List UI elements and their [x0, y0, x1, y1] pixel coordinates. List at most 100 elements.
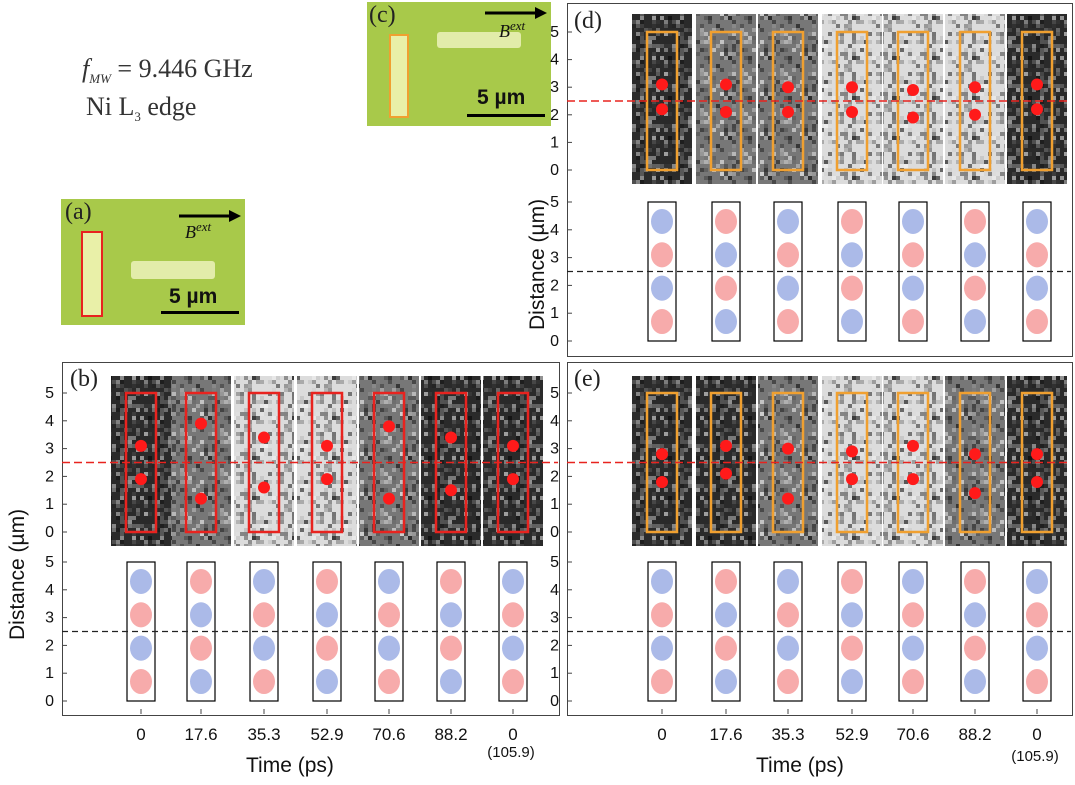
x-tick-b-4: 70.6 [372, 725, 405, 744]
sim-band [190, 669, 212, 695]
panel-a-image: (a) Bext 5 µm [61, 199, 245, 325]
panel-a-scale-bar [161, 311, 239, 314]
xmcd-image-b-4 [359, 376, 419, 546]
x-tick-e-1: 17.6 [709, 725, 742, 744]
sim-band [378, 669, 400, 695]
y-tick-e-0-3: 3 [550, 441, 559, 458]
sim-band [651, 242, 673, 268]
sim-band [651, 669, 673, 695]
y-tick-d-1-5: 5 [550, 194, 559, 211]
y-tick-d-1-3: 3 [550, 250, 559, 267]
x-tick-b-2: 35.3 [247, 725, 280, 744]
dot-d-3-1 [846, 106, 858, 119]
sim-band [316, 602, 338, 628]
xmcd-image-e-1 [696, 376, 756, 546]
dot-e-0-0 [656, 448, 668, 461]
y-tick-d-0-1: 1 [550, 134, 559, 151]
sim-band [253, 669, 275, 695]
sim-band [777, 208, 799, 234]
xmcd-image-d-6 [1007, 14, 1067, 184]
y-tick-d-0-4: 4 [550, 52, 559, 69]
sim-band [1026, 242, 1048, 268]
sim-band [777, 635, 799, 661]
sim-band [502, 635, 524, 661]
panel-c-image: (c) Bext 5 µm [367, 2, 551, 126]
sim-band [1026, 275, 1048, 301]
sim-band [841, 635, 863, 661]
sim-band [777, 309, 799, 335]
xmcd-image-b-5 [421, 376, 481, 546]
panel-d-label: (d) [574, 8, 602, 34]
sim-band [253, 602, 275, 628]
xmcd-image-e-3 [822, 376, 882, 546]
sim-band [651, 275, 673, 301]
dot-d-2-0 [782, 81, 794, 94]
field-letter: B [185, 222, 196, 242]
dot-b-6-1 [507, 473, 519, 486]
simulation-tile-b-4 [374, 561, 404, 702]
y-tick-e-0-0: 0 [550, 524, 559, 541]
panel-c-scale-text: 5 µm [477, 86, 526, 109]
dot-b-2-0 [258, 431, 270, 444]
y-tick-e-1-1: 1 [550, 665, 559, 682]
field-letter: B [499, 21, 510, 41]
sim-band [316, 635, 338, 661]
dot-d-0-1 [656, 103, 668, 116]
y-tick-e-1-5: 5 [550, 554, 559, 571]
dot-b-0-0 [135, 439, 147, 452]
dot-d-6-1 [1031, 103, 1043, 116]
sim-band [130, 568, 152, 594]
sim-band [964, 568, 986, 594]
xmcd-image-e-5 [945, 376, 1005, 546]
sim-band [1026, 309, 1048, 335]
y-tick-b-1-4: 4 [45, 582, 54, 599]
xmcd-image-d-3 [822, 14, 882, 184]
sim-band [902, 242, 924, 268]
sim-band [964, 309, 986, 335]
sim-band [902, 635, 924, 661]
dot-d-2-1 [782, 106, 794, 119]
dot-e-5-1 [969, 487, 981, 500]
x-tick-e-6: 0 [1032, 725, 1041, 744]
panel-e-label: (e) [574, 366, 601, 392]
dot-d-6-0 [1031, 78, 1043, 91]
y-tick-b-0-0: 0 [45, 524, 54, 541]
xmcd-image-b-1 [171, 376, 231, 546]
y-tick-e-0-2: 2 [550, 468, 559, 485]
dot-d-0-0 [656, 78, 668, 91]
sim-frame [374, 561, 404, 702]
panel-c-field-label: Bext [499, 18, 525, 42]
dot-d-1-0 [720, 78, 732, 91]
frequency-symbol: f [82, 54, 90, 83]
simulation-tile-b-0 [126, 561, 156, 702]
edge-pre: Ni L [86, 92, 135, 121]
panel-b-x-extra: (105.9) [487, 744, 535, 761]
y-tick-b-0-5: 5 [45, 385, 54, 402]
sim-band [715, 568, 737, 594]
dot-e-1-0 [720, 439, 732, 452]
panel-b-xlabel: Time (ps) [246, 754, 334, 777]
panel-b-label: (b) [70, 366, 98, 392]
sim-band [440, 669, 462, 695]
sim-band [841, 669, 863, 695]
sim-band [777, 275, 799, 301]
sim-band [651, 635, 673, 661]
x-tick-b-1: 17.6 [184, 725, 217, 744]
sim-band [841, 602, 863, 628]
x-tick-b-5: 88.2 [434, 725, 467, 744]
sim-band [841, 568, 863, 594]
sim-band [1026, 602, 1048, 628]
dot-e-2-1 [782, 492, 794, 505]
xmcd-image-e-2 [758, 376, 818, 546]
sim-band [715, 275, 737, 301]
x-tick-b-6: 0 [508, 725, 517, 744]
y-tick-b-0-3: 3 [45, 441, 54, 458]
x-tick-e-4: 70.6 [896, 725, 929, 744]
sim-frame [126, 561, 156, 702]
panel-a-scale-text: 5 µm [169, 285, 218, 308]
sim-band [715, 309, 737, 335]
edge-post: edge [140, 92, 197, 121]
sim-band [130, 669, 152, 695]
sim-band [902, 275, 924, 301]
x-tick-b-0: 0 [136, 725, 145, 744]
